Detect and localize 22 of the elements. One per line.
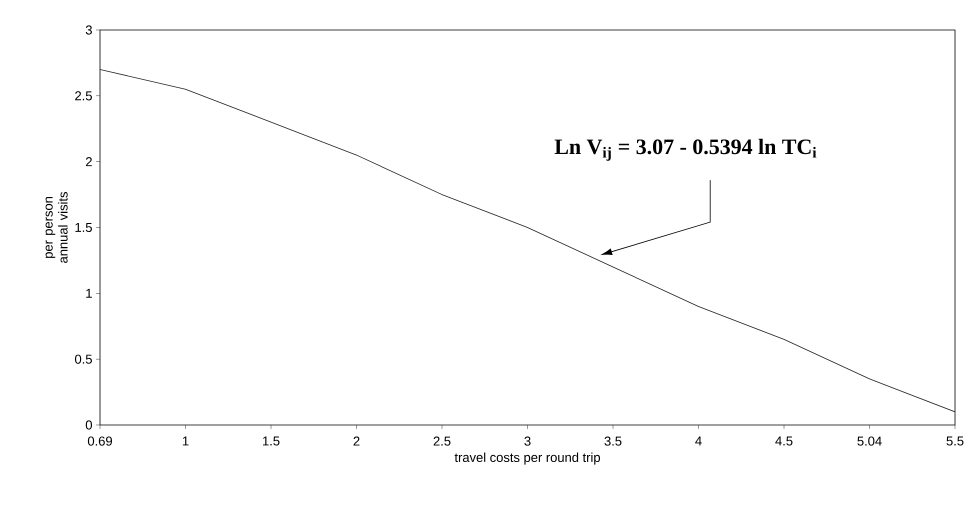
y-tick-label: 2 <box>86 157 92 166</box>
x-tick-label: 5.5 <box>946 436 964 446</box>
x-axis-title: travel costs per round trip <box>454 452 600 465</box>
x-tick-label: 4 <box>695 436 702 446</box>
y-tick-label: 3 <box>86 25 92 35</box>
y-axis-title: per person annual visits <box>46 192 68 263</box>
y-tick-label: 0 <box>86 420 92 430</box>
x-tick-label: 5.04 <box>857 436 882 446</box>
y-tick-label: 1 <box>86 288 92 298</box>
x-tick-label: 3.5 <box>604 436 622 446</box>
line-series <box>100 69 956 412</box>
x-tick-label: 4.5 <box>775 436 792 446</box>
x-tick-label: 2.5 <box>434 436 450 446</box>
y-tick-label: 1.5 <box>75 222 92 232</box>
y-tick-label: 0.5 <box>74 354 92 364</box>
annotation: Ln V$_{ij}$ = 3.07 - 0.5394 ln TC$_{i}$ <box>554 138 816 161</box>
x-tick-label: 1.5 <box>262 436 280 446</box>
x-tick-label: 0.69 <box>88 436 112 446</box>
x-tick-label: 1 <box>182 436 188 446</box>
y-tick-label: 2.5 <box>75 91 92 100</box>
x-tick-label: 3 <box>524 436 531 446</box>
x-tick-label: 2 <box>354 436 360 446</box>
